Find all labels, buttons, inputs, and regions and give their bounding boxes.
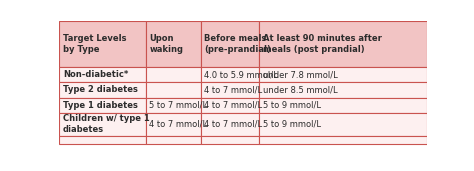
Bar [259, 21, 427, 67]
Text: Before meals
(pre-prandial): Before meals (pre-prandial) [204, 34, 271, 54]
Text: At least 90 minutes after
meals (post prandial): At least 90 minutes after meals (post pr… [263, 34, 382, 54]
Text: Non-diabetic*: Non-diabetic* [63, 70, 128, 79]
Text: Type 1 diabetes: Type 1 diabetes [63, 101, 138, 110]
Bar [146, 136, 201, 144]
Bar [259, 136, 427, 144]
Bar [201, 97, 259, 113]
Bar [201, 67, 259, 82]
Bar [59, 67, 146, 82]
Bar [59, 21, 146, 67]
Bar [59, 113, 146, 136]
Text: 5 to 7 mmol/L: 5 to 7 mmol/L [149, 101, 208, 110]
Bar [259, 97, 427, 113]
Bar [201, 21, 259, 67]
Text: 4 to 7 mmol/L: 4 to 7 mmol/L [149, 120, 208, 129]
Text: Type 2 diabetes: Type 2 diabetes [63, 86, 138, 94]
Text: 4 to 7 mmol/L: 4 to 7 mmol/L [204, 101, 263, 110]
Text: 4 to 7 mmol/L: 4 to 7 mmol/L [204, 120, 263, 129]
Bar [259, 67, 427, 82]
Text: 5 to 9 mmol/L: 5 to 9 mmol/L [263, 120, 321, 129]
Text: 4.0 to 5.9 mmol/L: 4.0 to 5.9 mmol/L [204, 70, 278, 79]
Bar [259, 82, 427, 97]
Text: Target Levels
by Type: Target Levels by Type [63, 34, 127, 54]
Text: 5 to 9 mmol/L: 5 to 9 mmol/L [263, 101, 321, 110]
Bar [59, 97, 146, 113]
Text: under 7.8 mmol/L: under 7.8 mmol/L [263, 70, 338, 79]
Bar [146, 82, 201, 97]
Bar [146, 113, 201, 136]
Text: Children w/ type 1
diabetes: Children w/ type 1 diabetes [63, 114, 150, 134]
Bar [146, 21, 201, 67]
Text: Upon
waking: Upon waking [149, 34, 183, 54]
Bar [201, 82, 259, 97]
Bar [59, 82, 146, 97]
Bar [259, 113, 427, 136]
Bar [146, 97, 201, 113]
Bar [201, 113, 259, 136]
Bar [59, 136, 146, 144]
Text: 4 to 7 mmol/L: 4 to 7 mmol/L [204, 86, 263, 94]
Bar [201, 136, 259, 144]
Text: under 8.5 mmol/L: under 8.5 mmol/L [263, 86, 338, 94]
Bar [146, 67, 201, 82]
